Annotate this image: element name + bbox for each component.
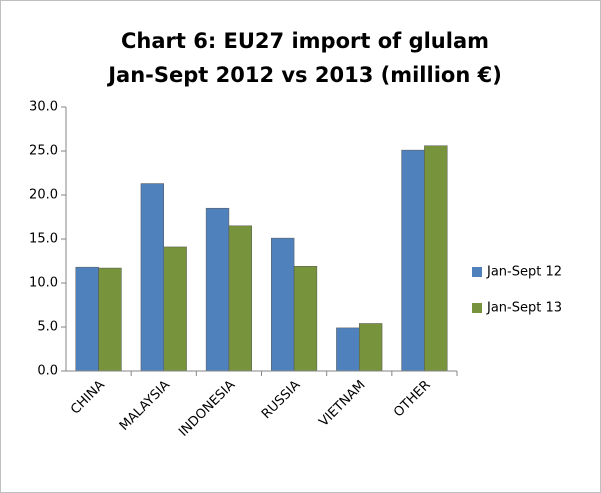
bar (205, 207, 230, 372)
y-tick-label: 30.0 (29, 100, 58, 115)
y-tick-label: 15.0 (29, 232, 58, 247)
bar (293, 266, 318, 372)
legend-label: Jan-Sept 13 (486, 301, 562, 316)
legend-label: Jan-Sept 12 (486, 265, 562, 280)
chart-title: Jan-Sept 2012 vs 2013 (million €) (106, 63, 502, 87)
legend-swatch (472, 303, 482, 313)
chart-title: Chart 6: EU27 import of glulam (121, 29, 489, 53)
y-tick-label: 0.0 (37, 364, 58, 379)
bar (359, 323, 383, 372)
y-tick-label: 25.0 (29, 144, 58, 159)
bar (140, 183, 164, 372)
y-tick-label: 5.0 (37, 320, 58, 335)
bar (228, 225, 252, 372)
bar (401, 149, 425, 372)
y-tick-label: 10.0 (29, 276, 58, 291)
bar (424, 145, 448, 372)
y-tick-label: 20.0 (29, 188, 58, 203)
bar (98, 267, 122, 372)
bar (271, 237, 295, 372)
legend-swatch (472, 267, 482, 277)
bar (163, 246, 187, 372)
bar (336, 327, 360, 372)
bar (75, 266, 99, 372)
